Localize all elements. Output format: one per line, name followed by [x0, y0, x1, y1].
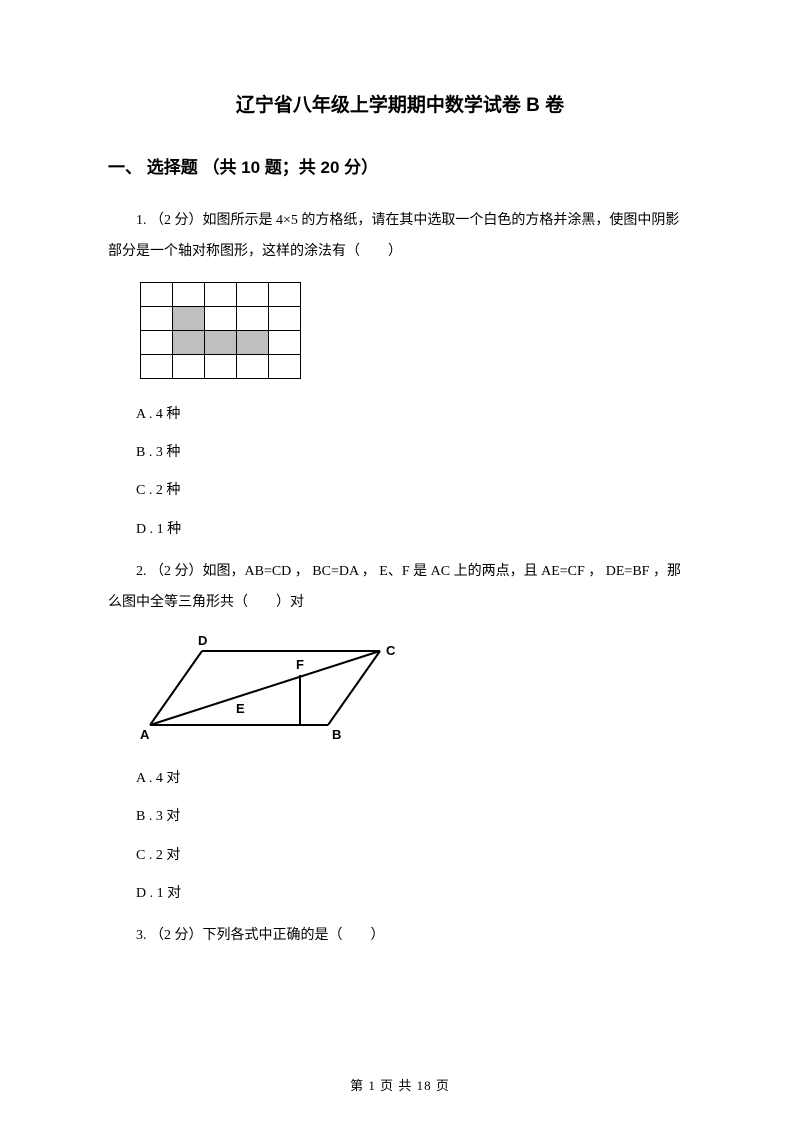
- question-1-options: A . 4 种 B . 3 种 C . 2 种 D . 1 种: [136, 404, 692, 542]
- q1-option-a: A . 4 种: [136, 404, 692, 426]
- svg-text:A: A: [140, 727, 150, 742]
- question-2-options: A . 4 对 B . 3 对 C . 2 对 D . 1 对: [136, 768, 692, 906]
- q2-option-d: D . 1 对: [136, 883, 692, 905]
- question-3-text: 3. （2 分）下列各式中正确的是（ ）: [108, 921, 692, 952]
- question-1-text: 1. （2 分）如图所示是 4×5 的方格纸，请在其中选取一个白色的方格并涂黑，…: [108, 206, 692, 268]
- svg-text:D: D: [198, 633, 207, 648]
- question-2-figure: A B C D E F: [140, 633, 692, 748]
- page-title: 辽宁省八年级上学期期中数学试卷 B 卷: [108, 90, 692, 117]
- q2-option-b: B . 3 对: [136, 806, 692, 828]
- q1-option-b: B . 3 种: [136, 442, 692, 464]
- svg-text:B: B: [332, 727, 341, 742]
- q1-option-d: D . 1 种: [136, 519, 692, 541]
- svg-text:F: F: [296, 657, 304, 672]
- svg-text:C: C: [386, 643, 396, 658]
- svg-text:E: E: [236, 701, 245, 716]
- page-footer: 第 1 页 共 18 页: [0, 1075, 800, 1094]
- q2-option-c: C . 2 对: [136, 845, 692, 867]
- question-2-text: 2. （2 分）如图，AB=CD ， BC=DA ， E、F 是 AC 上的两点…: [108, 557, 692, 619]
- q1-option-c: C . 2 种: [136, 480, 692, 502]
- question-1-figure: [140, 282, 692, 384]
- section-header: 一、 选择题 （共 10 题；共 20 分）: [108, 153, 692, 178]
- q2-option-a: A . 4 对: [136, 768, 692, 790]
